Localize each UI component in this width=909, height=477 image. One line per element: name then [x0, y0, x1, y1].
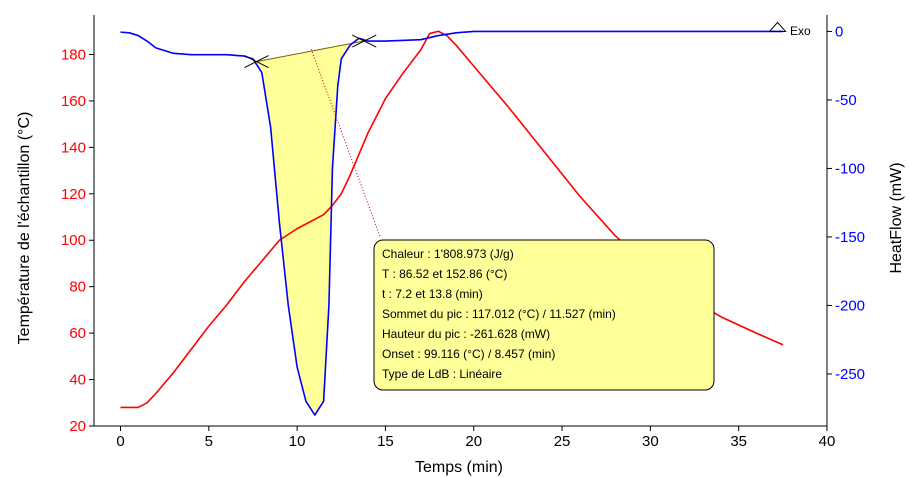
annotation-leader-line — [310, 49, 381, 238]
y-right-tick-label: -150 — [835, 229, 865, 246]
x-tick-label: 25 — [554, 433, 571, 450]
y-left-tick-label: 60 — [69, 325, 86, 342]
y-left-tick-label: 20 — [69, 418, 86, 435]
integration-limit-marker — [244, 55, 269, 69]
peak-integration-area — [256, 38, 365, 415]
peak-info-line: Onset : 99.116 (°C) / 8.457 (min) — [382, 347, 555, 361]
exo-label: Exo — [790, 24, 811, 38]
x-tick-label: 30 — [642, 433, 659, 450]
y-right-tick-label: -250 — [835, 366, 865, 383]
x-tick-label: 15 — [377, 433, 394, 450]
temperature-series-line — [120, 30, 784, 409]
heatflow-series-line — [120, 30, 783, 416]
x-tick-label: 40 — [819, 433, 836, 450]
x-tick-label: 35 — [730, 433, 747, 450]
x-tick-label: 5 — [205, 433, 213, 450]
x-tick-label: 20 — [465, 433, 482, 450]
integration-limit-marker — [352, 34, 377, 48]
x-tick-label: 10 — [289, 433, 306, 450]
y-right-tick-label: -200 — [835, 297, 865, 314]
y-left-tick-label: 120 — [61, 186, 86, 203]
peak-info-line: Hauteur du pic : -261.628 (mW) — [382, 327, 550, 341]
y-left-tick-label: 180 — [61, 46, 86, 63]
y-axis-left-label: Température de l'échantillon (°C) — [16, 112, 33, 345]
integration-baseline — [256, 40, 365, 63]
y-right-tick-label: -50 — [835, 92, 857, 109]
y-left-tick-label: 160 — [61, 93, 86, 110]
exo-direction-icon — [768, 21, 787, 32]
peak-info-line: T : 86.52 et 152.86 (°C) — [382, 267, 507, 281]
peak-info-line: Chaleur : 1'808.973 (J/g) — [382, 247, 514, 261]
y-right-tick-label: -100 — [835, 160, 865, 177]
y-left-tick-label: 140 — [61, 139, 86, 156]
y-left-tick-label: 80 — [69, 279, 86, 296]
x-tick-label: 0 — [116, 433, 124, 450]
peak-info-line: Type de LdB : Linéaire — [382, 367, 502, 381]
y-left-tick-label: 40 — [69, 372, 86, 389]
y-left-tick-label: 100 — [61, 232, 86, 249]
peak-info-line: t : 7.2 et 13.8 (min) — [382, 287, 483, 301]
y-axis-right-label: HeatFlow (mW) — [888, 162, 905, 273]
peak-info-line: Sommet du pic : 117.012 (°C) / 11.527 (m… — [382, 307, 616, 321]
y-right-tick-label: 0 — [835, 23, 843, 40]
x-axis-label: Temps (min) — [415, 459, 503, 476]
peak-info-box — [373, 239, 715, 391]
